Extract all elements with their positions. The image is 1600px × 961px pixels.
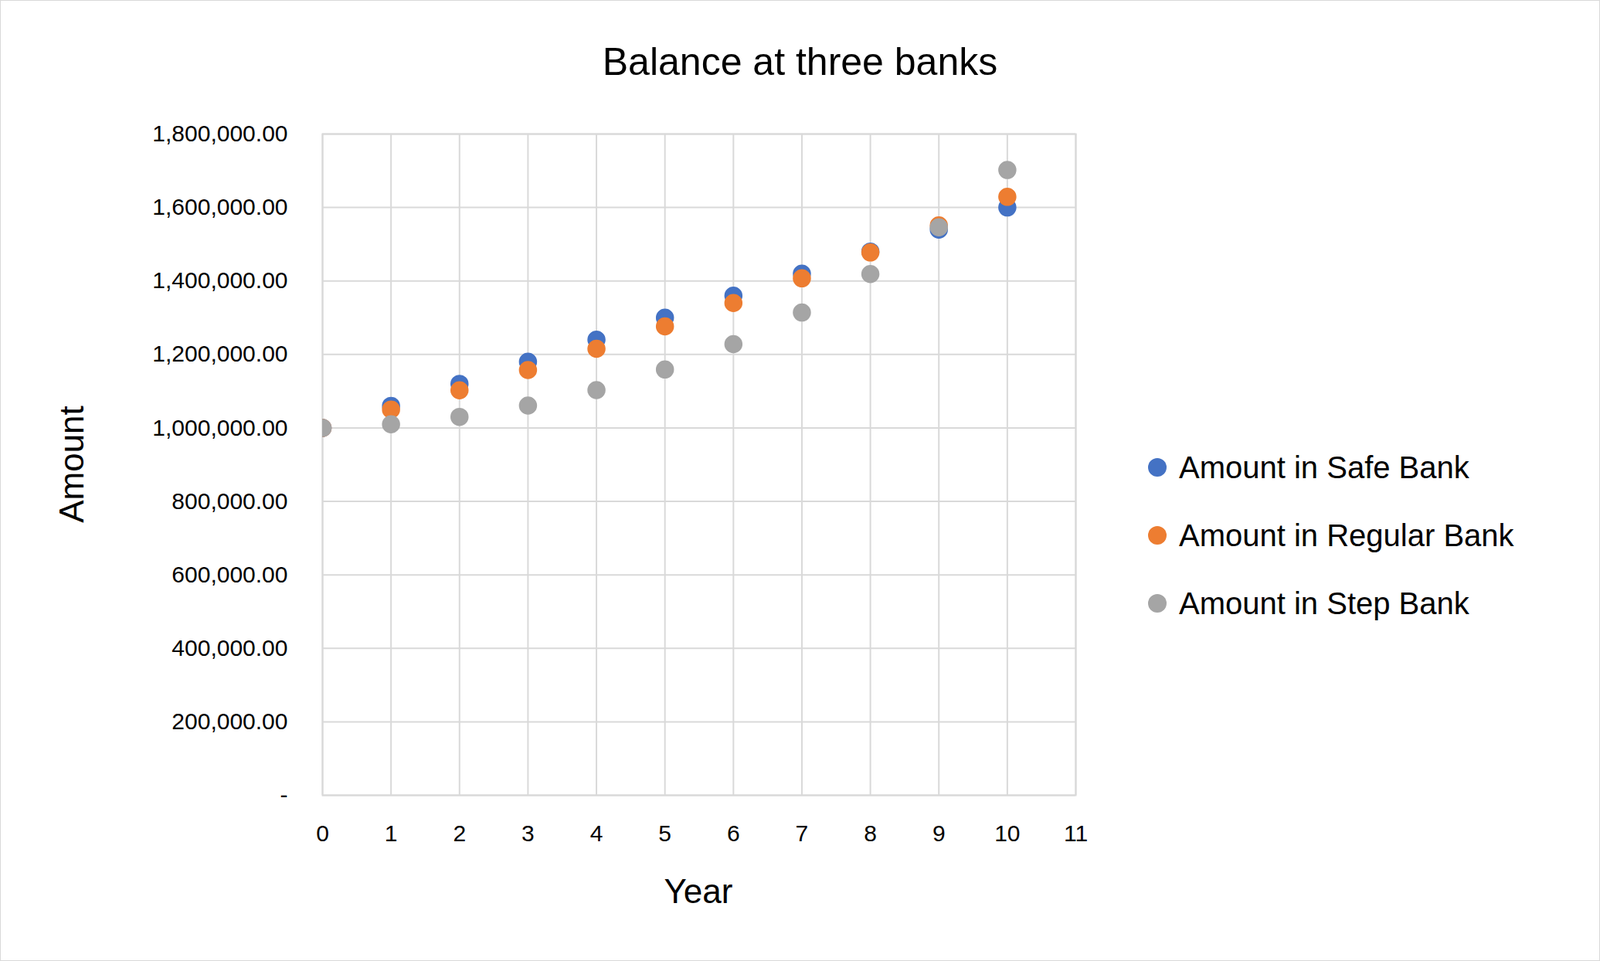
svg-text:8: 8 — [863, 820, 877, 846]
svg-text:5: 5 — [658, 820, 672, 846]
html-text:Amount in Regular Bank: Amount in Regular Bank — [1178, 518, 1514, 553]
svg-text:1,600,000.00: 1,600,000.00 — [152, 193, 288, 220]
svg-text:1,200,000.00: 1,200,000.00 — [152, 340, 288, 367]
html-text:Amount: Amount — [52, 405, 91, 523]
svg-text:1,800,000.00: 1,800,000.00 — [152, 120, 288, 147]
svg-text:1: 1 — [384, 820, 398, 846]
svg-text:10: 10 — [994, 820, 1020, 846]
html-text:Year: Year — [664, 872, 733, 911]
html-text:Balance at three banks: Balance at three banks — [602, 40, 998, 84]
svg-text:0: 0 — [315, 820, 330, 846]
svg-text:1,400,000.00: 1,400,000.00 — [152, 267, 288, 293]
svg-text:6: 6 — [726, 820, 741, 846]
svg-text:7: 7 — [795, 820, 809, 846]
svg-text:800,000.00: 800,000.00 — [171, 488, 288, 514]
svg-text:-: - — [280, 781, 289, 808]
svg-text:2: 2 — [452, 820, 466, 846]
svg-text:9: 9 — [932, 820, 946, 846]
svg-text:3: 3 — [521, 820, 535, 846]
html-text:Amount in Step Bank: Amount in Step Bank — [1178, 585, 1470, 620]
svg-text:400,000.00: 400,000.00 — [171, 635, 288, 661]
svg-text:4: 4 — [590, 820, 604, 846]
svg-text:1,000,000.00: 1,000,000.00 — [152, 414, 288, 441]
html-text:Amount in Safe Bank: Amount in Safe Bank — [1178, 450, 1470, 485]
svg-text:600,000.00: 600,000.00 — [171, 561, 288, 588]
svg-text:200,000.00: 200,000.00 — [171, 708, 288, 734]
svg-text:11: 11 — [1063, 820, 1088, 846]
